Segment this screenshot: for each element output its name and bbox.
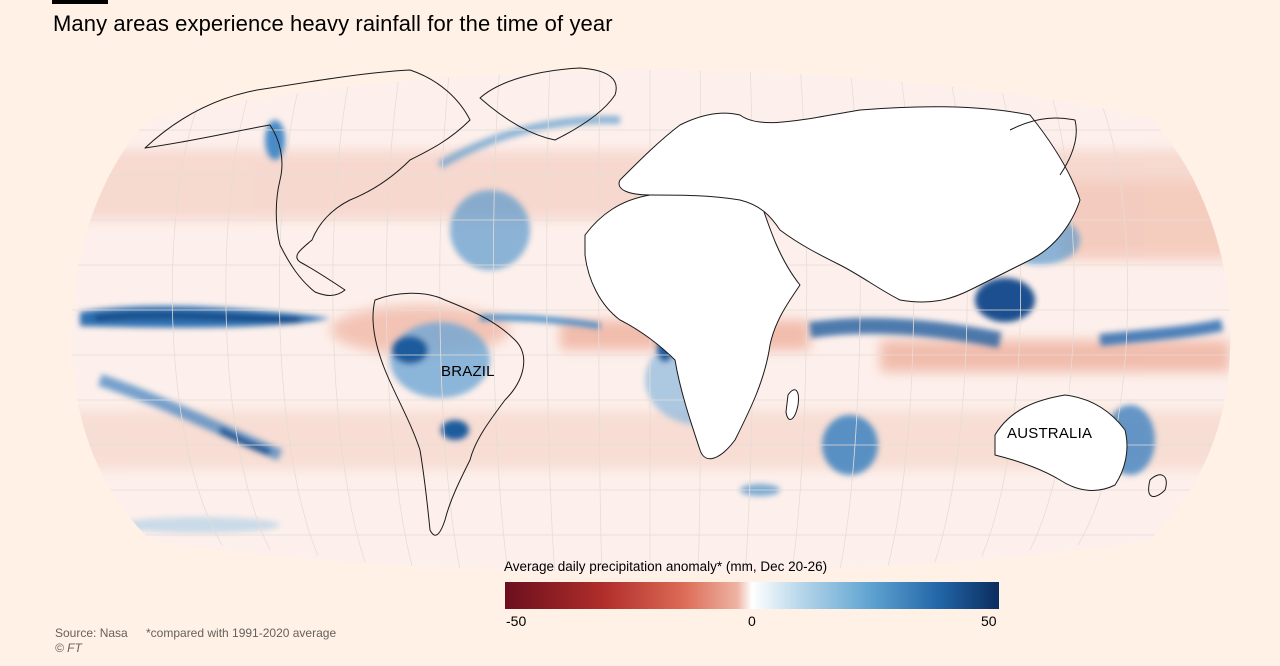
- ft-accent-bar: [52, 0, 108, 4]
- legend-tick-min: -50: [506, 613, 527, 629]
- brazil-label: BRAZIL: [441, 363, 495, 380]
- land-outlines: [144, 67, 1167, 536]
- legend-title: Average daily precipitation anomaly* (mm…: [504, 559, 828, 574]
- footnote: *compared with 1991-2020 average: [146, 626, 337, 640]
- copyright: © FT: [55, 641, 82, 655]
- legend-color-scale: [505, 582, 999, 609]
- chart-title: Many areas experience heavy rainfall for…: [53, 11, 613, 36]
- source-note: Source: Nasa: [55, 626, 128, 640]
- australia-label: AUSTRALIA: [1007, 425, 1093, 442]
- legend-tick-zero: 0: [748, 613, 756, 629]
- legend-tick-max: 50: [981, 613, 997, 629]
